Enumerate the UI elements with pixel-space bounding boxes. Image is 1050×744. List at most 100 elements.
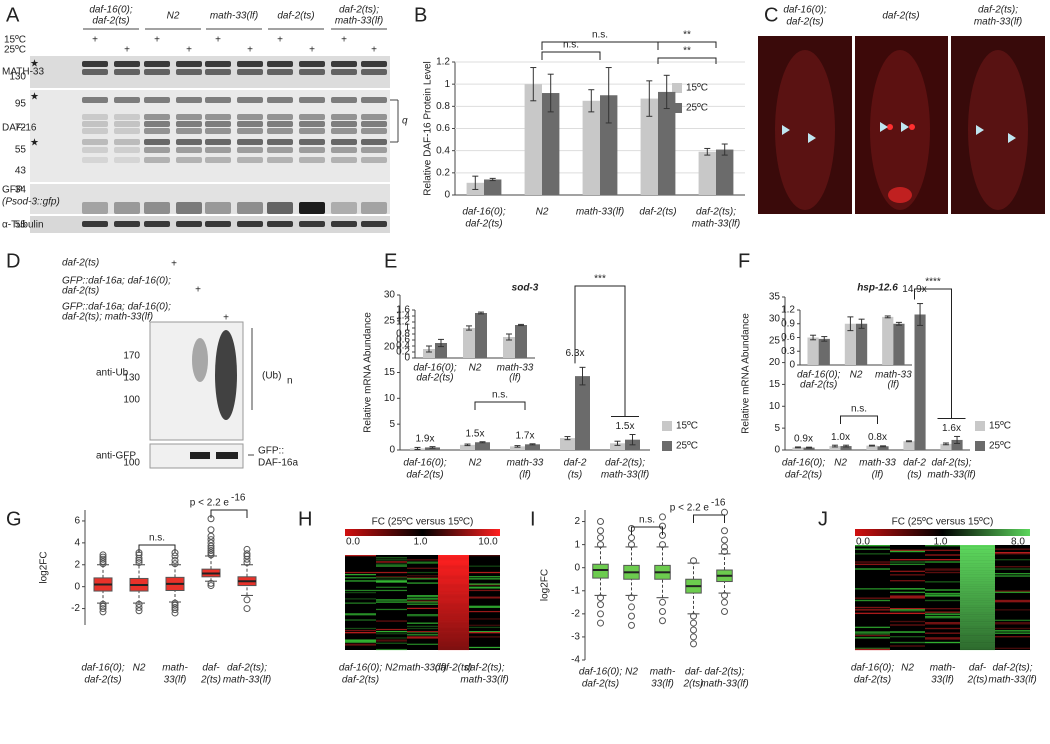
outlier [721, 548, 728, 556]
heatmap-cell [855, 568, 890, 570]
y-tick-label: 0 [574, 562, 580, 573]
heatmap-cell [890, 612, 925, 615]
x-tick-label: daf-16(0); [579, 667, 623, 678]
heatmap-cell [890, 588, 925, 590]
outlier [171, 606, 179, 614]
heatmap-cell [438, 587, 469, 589]
bar [610, 443, 625, 450]
heatmap-cell [376, 601, 407, 603]
heatmap-cell [960, 575, 995, 577]
bar [914, 314, 926, 450]
nucleus [887, 124, 893, 130]
heatmap-cell [995, 627, 1030, 630]
lane-label: GFP::daf-16a; daf-16(0); [62, 302, 171, 313]
heatmap-cell [890, 570, 925, 573]
category-label: N2 [385, 663, 398, 674]
outlier [207, 547, 215, 555]
band [205, 121, 231, 127]
bar [840, 446, 852, 450]
heatmap-cell [438, 589, 469, 592]
band [144, 121, 170, 127]
heatmap-cell [438, 578, 469, 580]
band [331, 157, 357, 163]
heatmap-cell [469, 565, 500, 567]
band [114, 202, 140, 214]
heatmap-cell [995, 575, 1030, 577]
heatmap-cell [855, 631, 890, 633]
plus: + [124, 45, 130, 56]
heatmap-cell [438, 632, 469, 634]
heatmap-cell [960, 562, 995, 564]
heatmap-cell [960, 623, 995, 625]
legend-swatch [975, 421, 985, 431]
heatmap-cell [960, 643, 995, 645]
heatmap-cell [438, 602, 469, 604]
heatmap-cell [438, 574, 469, 576]
heatmap-cell [438, 566, 469, 568]
heatmap-cell [438, 577, 469, 579]
bar [475, 442, 490, 450]
band [361, 139, 387, 145]
heatmap-cell [995, 566, 1030, 568]
plus: + [195, 285, 201, 296]
x-tick-label: daf-2(ts) [582, 679, 619, 690]
heatmap-cell [345, 589, 376, 592]
outlier [99, 602, 107, 610]
band [267, 128, 293, 134]
bracket [914, 288, 952, 419]
y-tick-label: 25 [384, 315, 396, 326]
band [114, 128, 140, 134]
heatmap-cell [960, 619, 995, 622]
blot-a: q ★ ★ ★ MATH-33 DAF-16 GFP (Psod-3::gfp)… [2, 35, 408, 233]
band [144, 221, 170, 227]
outlier [135, 603, 143, 611]
group-label: math-33(lf) [210, 11, 258, 22]
heatmap-cell [960, 555, 995, 557]
bar [460, 444, 475, 450]
heatmap-cell [407, 562, 438, 564]
heatmap-cell [960, 552, 995, 554]
mw-label: 130 [9, 72, 26, 83]
heatmap-cell [438, 608, 469, 611]
band [144, 128, 170, 134]
outlier [659, 541, 666, 549]
heatmap-cell [407, 634, 438, 636]
outlier [597, 619, 604, 627]
heatmap-cell [438, 575, 469, 577]
heatmap-cell [890, 624, 925, 626]
band [144, 147, 170, 153]
legend-swatch [672, 103, 682, 113]
outlier [207, 539, 215, 547]
heatmap-cell [407, 603, 438, 605]
heatmap-cell [960, 595, 995, 597]
heatmap-cell [995, 647, 1030, 650]
heatmap-cell [469, 596, 500, 598]
mw-label: 95 [15, 99, 27, 110]
heatmap-cell [438, 564, 469, 566]
blot-strip [30, 184, 390, 214]
heatmap-cell [960, 547, 995, 549]
heatmap-cell [960, 583, 995, 585]
heatmap-cell [960, 625, 995, 627]
heatmap-cell [995, 609, 1030, 611]
annotation: p < 2.2 e [670, 503, 710, 514]
heatmap-cell [438, 555, 469, 557]
bracket [574, 285, 626, 417]
row-label: α-Tubulin [2, 220, 44, 231]
heatmap-cell [925, 545, 960, 547]
outlier [99, 555, 107, 563]
heatmap-cell [438, 605, 469, 607]
heatmap-cell [960, 566, 995, 568]
heatmap-cell [960, 646, 995, 648]
arrowhead [782, 125, 790, 135]
category-label: daf- [969, 663, 987, 674]
outlier [597, 518, 604, 526]
heatmap-cell [438, 603, 469, 605]
x-tick-label: daf-2 [564, 458, 587, 469]
heatmap-cell [376, 589, 407, 592]
smear [215, 330, 237, 420]
outlier [659, 513, 666, 521]
band [144, 157, 170, 163]
heatmap-cell [960, 617, 995, 619]
x-tick-label: daf- [202, 663, 220, 674]
